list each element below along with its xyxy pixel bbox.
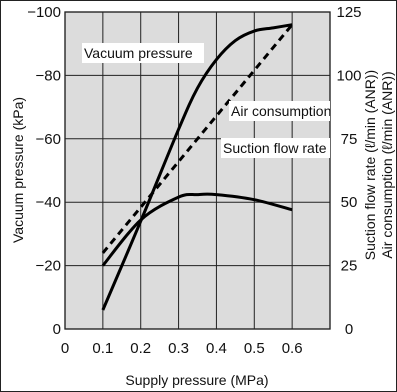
y-left-axis-title: Vacuum pressure (kPa) [10, 97, 26, 243]
annot-suction-bg [221, 138, 330, 158]
y-right-tick-labels: 0 25 50 75 100 125 [336, 4, 361, 338]
y-left-tick-label: −60 [36, 131, 61, 148]
y-right-tick-label: 125 [336, 4, 361, 21]
series-line-vacuum-pressure [101, 23, 293, 311]
x-axis-title: Supply pressure (MPa) [125, 372, 268, 388]
y-right-axis-title-2: Air consumption (ℓ/min (ANR)) [379, 71, 395, 258]
y-left-tick-labels: 0 −20 −40 −60 −80 −100 [27, 4, 61, 338]
x-tick-label: 0.6 [282, 340, 303, 357]
annot-vacuum-bg [82, 43, 204, 63]
plot-frame [64, 11, 331, 330]
y-left-tick-label: −20 [36, 258, 61, 275]
y-right-axis-title-1: Suction flow rate (ℓ/min (ANR)) [362, 70, 378, 260]
series-line-suction-flow-rate [101, 192, 293, 267]
x-tick-label: 0.1 [92, 340, 113, 357]
y-right-tick-label: 100 [336, 67, 361, 84]
x-tick-labels: 0 0.1 0.2 0.3 0.4 0.5 0.6 [61, 340, 303, 357]
annot-vacuum-pressure: Vacuum pressure [84, 45, 193, 61]
x-tick-label: 0.3 [168, 340, 189, 357]
x-tick-label: 0.2 [130, 340, 151, 357]
x-tick-label: 0.5 [244, 340, 265, 357]
y-right-tick-label: 25 [341, 258, 358, 275]
annot-air-bg [229, 101, 330, 121]
annot-suction-flow-rate: Suction flow rate [223, 140, 327, 156]
y-left-tick-label: −80 [36, 67, 61, 84]
annot-air-consumption: Air consumption [231, 103, 331, 119]
y-right-tick-label: 75 [341, 131, 358, 148]
x-tick-label: 0 [61, 340, 69, 357]
y-left-tick-label: −40 [36, 194, 61, 211]
plot-area [64, 11, 331, 330]
y-left-tick-label: −100 [27, 4, 61, 21]
series-layer [101, 23, 294, 311]
y-right-tick-label: 50 [341, 194, 358, 211]
series-line-air-consumption [101, 23, 294, 254]
y-left-tick-label: 0 [53, 321, 61, 338]
y-right-tick-label: 0 [345, 321, 353, 338]
x-tick-label: 0.4 [206, 340, 227, 357]
